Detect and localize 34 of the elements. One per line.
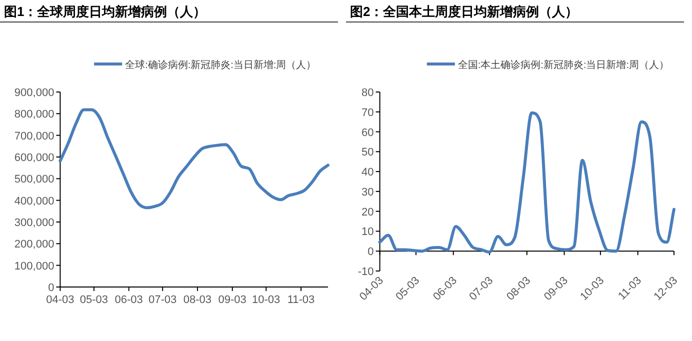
line-series	[58, 108, 330, 210]
legend-label: 全国:本土确诊病例:新冠肺炎:当日新增:周（人）	[458, 59, 670, 71]
y-tick-label: 70	[362, 106, 374, 119]
x-tick-label: 04-03	[46, 294, 74, 306]
y-tick-label: 80	[362, 87, 374, 99]
x-tick-label: 09-03	[218, 294, 246, 306]
y-tick-label: 100,000	[14, 260, 54, 272]
x-tick-label: 06-03	[114, 294, 143, 306]
y-tick-label: 60	[362, 126, 374, 139]
legend-label: 全球:确诊病例:新冠肺炎:当日新增:周（人）	[125, 59, 316, 71]
chart-title: 图2：全国本土周度日均新增病例（人）	[350, 4, 578, 19]
x-tick-label: 10-03	[252, 294, 280, 306]
y-tick-label: 300,000	[14, 217, 54, 229]
y-tick-label: 40	[362, 166, 374, 179]
x-tick-label: 11-03	[287, 294, 315, 306]
y-tick-label: 0	[368, 246, 374, 258]
y-tick-label: -10	[358, 266, 374, 278]
y-tick-label: 30	[362, 186, 374, 198]
y-tick-label: 600,000	[14, 152, 54, 164]
y-tick-label: 900,000	[14, 87, 54, 99]
x-tick-label: 05-03	[80, 294, 108, 306]
y-tick-label: 50	[362, 146, 374, 159]
y-tick-label: 200,000	[14, 238, 54, 251]
line-series	[378, 111, 676, 254]
y-tick-label: 10	[362, 226, 374, 238]
y-tick-label: 20	[362, 206, 374, 218]
y-tick-label: 800,000	[14, 108, 54, 121]
y-tick-label: 400,000	[14, 195, 54, 208]
x-tick-label: 07-03	[148, 294, 177, 306]
x-tick-label: 08-03	[183, 294, 212, 306]
y-tick-label: 700,000	[14, 130, 54, 142]
chart-title: 图1：全球周度日均新增病例（人）	[4, 4, 206, 19]
y-tick-label: 500,000	[14, 174, 54, 186]
y-tick-label: 0	[48, 282, 54, 294]
